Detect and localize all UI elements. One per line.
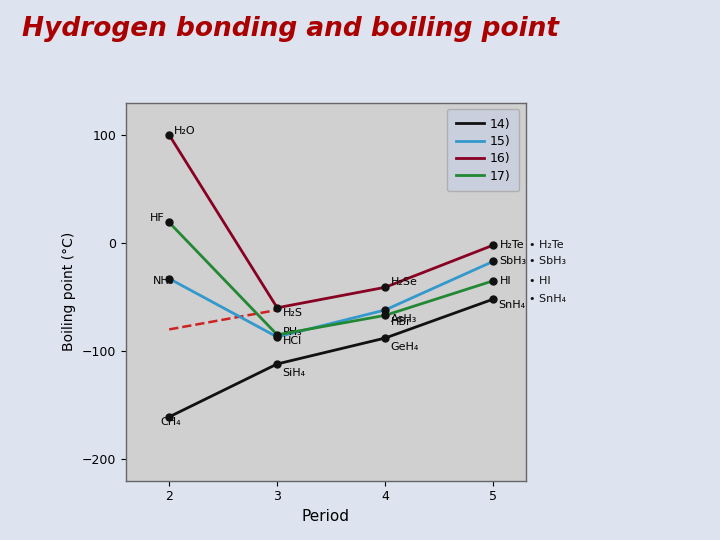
Y-axis label: Boiling point (°C): Boiling point (°C) [63, 232, 76, 351]
Text: HF: HF [150, 213, 164, 223]
Point [487, 276, 499, 285]
Text: SnH₄: SnH₄ [499, 300, 526, 309]
Text: PH₃: PH₃ [283, 327, 302, 336]
Text: GeH₄: GeH₄ [391, 342, 419, 352]
Text: CH₄: CH₄ [161, 417, 181, 427]
Point [379, 311, 391, 320]
Point [163, 274, 175, 283]
Text: • SnH₄: • SnH₄ [529, 294, 567, 304]
Text: SbH₃: SbH₃ [500, 256, 527, 266]
Point [379, 334, 391, 342]
Point [379, 283, 391, 292]
Point [271, 330, 283, 339]
Point [271, 360, 283, 368]
Point [163, 413, 175, 421]
Text: • H₂Te: • H₂Te [529, 240, 564, 250]
Text: • SbH₃: • SbH₃ [529, 256, 567, 266]
Point [487, 241, 499, 249]
Text: HI: HI [500, 276, 511, 286]
Text: SiH₄: SiH₄ [283, 368, 306, 377]
Point [163, 218, 175, 227]
Text: Hydrogen bonding and boiling point: Hydrogen bonding and boiling point [22, 16, 559, 42]
Point [487, 257, 499, 266]
Point [379, 306, 391, 314]
Text: AsH₃: AsH₃ [391, 314, 417, 323]
Point [487, 295, 499, 303]
Text: H₂Se: H₂Se [391, 277, 418, 287]
Point [271, 303, 283, 312]
Text: NH₃: NH₃ [153, 276, 174, 286]
X-axis label: Period: Period [302, 509, 350, 524]
Text: HCl: HCl [283, 336, 302, 346]
Text: • HI: • HI [529, 276, 551, 286]
Point [271, 333, 283, 341]
Text: H₂O: H₂O [174, 126, 195, 136]
Legend: 14), 15), 16), 17): 14), 15), 16), 17) [447, 109, 519, 192]
Text: H₂S: H₂S [283, 308, 302, 318]
Text: HBr: HBr [391, 317, 411, 327]
Text: H₂Te: H₂Te [500, 240, 524, 250]
Point [163, 131, 175, 139]
